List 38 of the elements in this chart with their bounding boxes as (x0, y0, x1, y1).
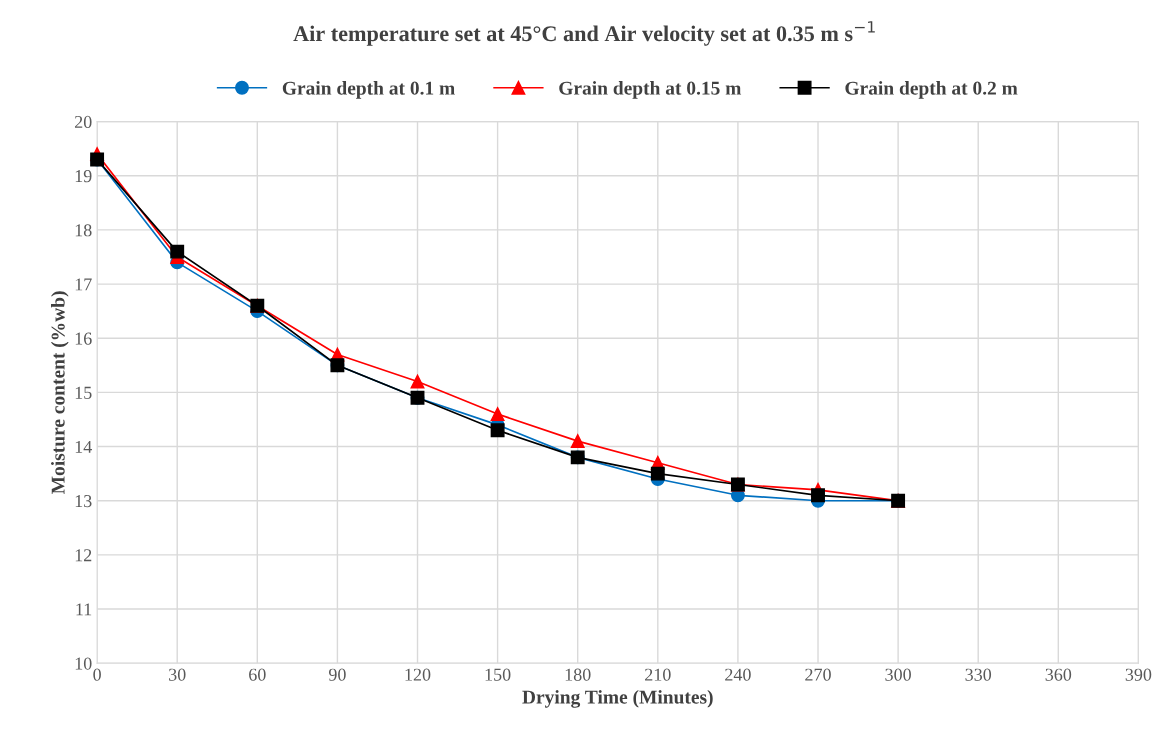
x-axis-title: Drying Time (Minutes) (522, 689, 713, 708)
y-tick-label: 14 (75, 440, 92, 453)
y-tick-label: 20 (74, 115, 92, 129)
point (570, 434, 585, 449)
point (811, 488, 825, 503)
x-tick-label: 60 (249, 668, 266, 681)
y-tick-label: 10 (75, 657, 92, 670)
x-tick-label: 0 (93, 668, 101, 681)
y-tick-label: 11 (76, 603, 92, 616)
y-tick-label: 19 (75, 170, 92, 183)
x-tick-label: 270 (805, 668, 831, 681)
point (490, 407, 505, 422)
legend-label: Grain depth at 0.2 m (845, 81, 1018, 99)
point (170, 244, 185, 259)
x-tick-label: 300 (885, 668, 911, 681)
x-tick-label: 180 (565, 668, 591, 681)
x-tick-label: 330 (965, 668, 992, 681)
point (490, 423, 505, 438)
point (650, 466, 665, 481)
y-tick-label: 12 (75, 549, 92, 562)
y-tick-label: 17 (75, 278, 92, 291)
y-tick-label: 15 (75, 386, 92, 399)
y-tick-label: 16 (75, 332, 92, 345)
x-tick-label: 30 (169, 668, 186, 681)
point (410, 374, 425, 389)
x-tick-label: 240 (725, 668, 751, 681)
y-tick-label: 13 (75, 495, 92, 508)
x-tick-label: 360 (1045, 668, 1072, 681)
y-tick-label: 18 (75, 224, 92, 237)
chart-title: Air temperature set at 45°C and Air velocity set at 0.35 m s$^{−1}$ (293, 21, 875, 46)
legend-label: Grain depth at 0.15 m (559, 81, 742, 99)
x-tick-label: 150 (485, 668, 511, 681)
x-tick-label: 90 (328, 668, 346, 681)
x-tick-label: 210 (645, 668, 671, 681)
x-tick-label: 120 (405, 668, 431, 681)
x-tick-label: 390 (1125, 668, 1152, 681)
y-axis-title: Moisture content (%wb) (51, 291, 69, 494)
legend-label: Grain depth at 0.1 m (282, 81, 455, 99)
